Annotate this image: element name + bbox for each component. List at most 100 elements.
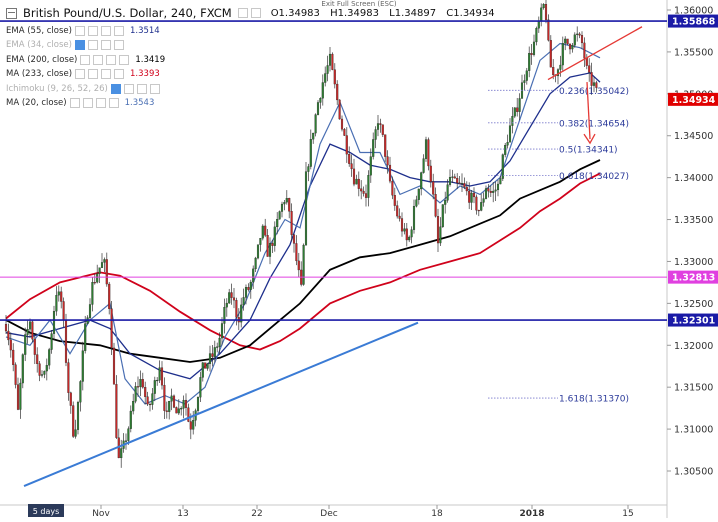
candle-body (14, 364, 17, 385)
settings-icon[interactable] (87, 25, 98, 36)
candle-body (127, 428, 130, 441)
settings-icon[interactable] (250, 8, 261, 18)
y-tick-label: 1.36000 (674, 6, 713, 17)
settings-icon[interactable] (82, 98, 93, 108)
candle-body (372, 139, 375, 157)
indicator-row[interactable]: MA (233, close) 1.3393 (6, 68, 160, 81)
close-icon[interactable] (108, 98, 119, 108)
candle-body (580, 35, 584, 44)
candle-body (225, 302, 228, 308)
ma-233-line (5, 172, 601, 351)
candle-body (333, 69, 336, 85)
candle-body (55, 295, 58, 312)
candle-body (199, 377, 202, 398)
candle-body (364, 193, 368, 198)
candle-body (278, 211, 281, 220)
candle-body (535, 28, 538, 43)
indicator-row[interactable]: EMA (200, close) 1.3419 (6, 53, 165, 66)
candle-body (441, 204, 444, 228)
settings-icon[interactable] (123, 83, 134, 94)
candle-body (220, 323, 224, 339)
settings-icon[interactable] (136, 83, 147, 94)
candle-body (302, 244, 305, 285)
candle-body (542, 4, 545, 9)
settings-icon[interactable] (93, 54, 104, 65)
candle-body (290, 211, 293, 235)
candle-body (410, 229, 413, 238)
eye-icon[interactable] (110, 83, 121, 94)
indicator-value: 1.3393 (130, 69, 160, 79)
candle-body (134, 386, 137, 402)
range-label-box[interactable] (28, 504, 64, 517)
candle-body (595, 82, 598, 88)
candle-body (285, 198, 288, 203)
candle-body (578, 33, 581, 36)
candle-body (585, 58, 588, 66)
settings-icon[interactable] (106, 54, 117, 65)
indicator-label: EMA (55, close) (6, 25, 72, 36)
fib-level-label: 0.618(1.34027) (559, 172, 629, 182)
eye-icon[interactable] (80, 54, 91, 65)
close-icon[interactable] (119, 54, 130, 65)
candle-body (36, 354, 39, 364)
candle-body (477, 210, 480, 212)
close-icon[interactable] (113, 40, 124, 50)
chart-header: British Pound/U.S. Dollar, 240, FXCM O1.… (6, 6, 502, 20)
candle-body (148, 403, 152, 406)
candle-body (369, 156, 372, 176)
candle-body (168, 400, 171, 412)
candle-body (331, 53, 334, 70)
settings-icon[interactable] (100, 25, 111, 36)
rising-channel-line[interactable] (547, 26, 643, 81)
exit-fullscreen-hint[interactable]: Exit Full Screen (ESC) (321, 0, 397, 8)
candle-body (33, 338, 36, 355)
indicator-row[interactable]: EMA (55, close) 1.3514 (6, 24, 160, 37)
candle-body (38, 363, 41, 376)
candle-body (268, 243, 272, 257)
candle-body (592, 82, 596, 86)
candle-body (283, 202, 286, 205)
settings-icon[interactable] (87, 40, 98, 50)
eye-icon[interactable] (74, 40, 85, 50)
candle-body (170, 395, 173, 402)
indicator-row[interactable]: EMA (34, close) (6, 39, 124, 52)
collapse-icon[interactable] (6, 7, 17, 19)
candle-body (163, 384, 166, 411)
indicator-row[interactable]: MA (20, close) 1.3543 (6, 97, 154, 110)
settings-icon[interactable] (101, 69, 112, 79)
settings-icon[interactable] (88, 69, 99, 79)
settings-icon[interactable] (100, 40, 111, 50)
last-price-label: 1.34934 (672, 95, 716, 106)
candle-body (206, 363, 209, 369)
indicator-row[interactable]: Ichimoku (9, 26, 52, 26) (6, 82, 160, 95)
candle-body (160, 367, 164, 386)
eye-icon[interactable] (75, 69, 86, 79)
y-tick-label: 1.33000 (674, 257, 713, 268)
candle-body (396, 205, 399, 217)
projection-arrow[interactable] (586, 82, 591, 140)
close-icon[interactable] (114, 69, 125, 79)
eye-icon[interactable] (74, 25, 85, 36)
close-icon[interactable] (113, 25, 124, 36)
support-trendline[interactable] (23, 321, 419, 488)
candle-body (415, 199, 418, 207)
candle-body (357, 178, 360, 189)
candle-body (381, 124, 384, 135)
close-icon[interactable] (149, 83, 160, 94)
candle-body (124, 440, 128, 442)
settings-icon[interactable] (95, 98, 106, 108)
candle-body (9, 339, 12, 351)
candle-body (182, 399, 185, 409)
eye-icon[interactable] (69, 98, 80, 108)
visibility-toggle-icon[interactable] (237, 8, 248, 18)
candle-body (192, 420, 195, 430)
candle-body (88, 304, 92, 318)
candle-body (96, 273, 99, 283)
candle-body (254, 257, 257, 270)
candle-body (218, 337, 221, 347)
candle-body (499, 178, 502, 185)
candle-body (165, 410, 168, 412)
candle-body (508, 125, 512, 143)
candle-body (153, 380, 156, 394)
candle-body (374, 129, 377, 140)
